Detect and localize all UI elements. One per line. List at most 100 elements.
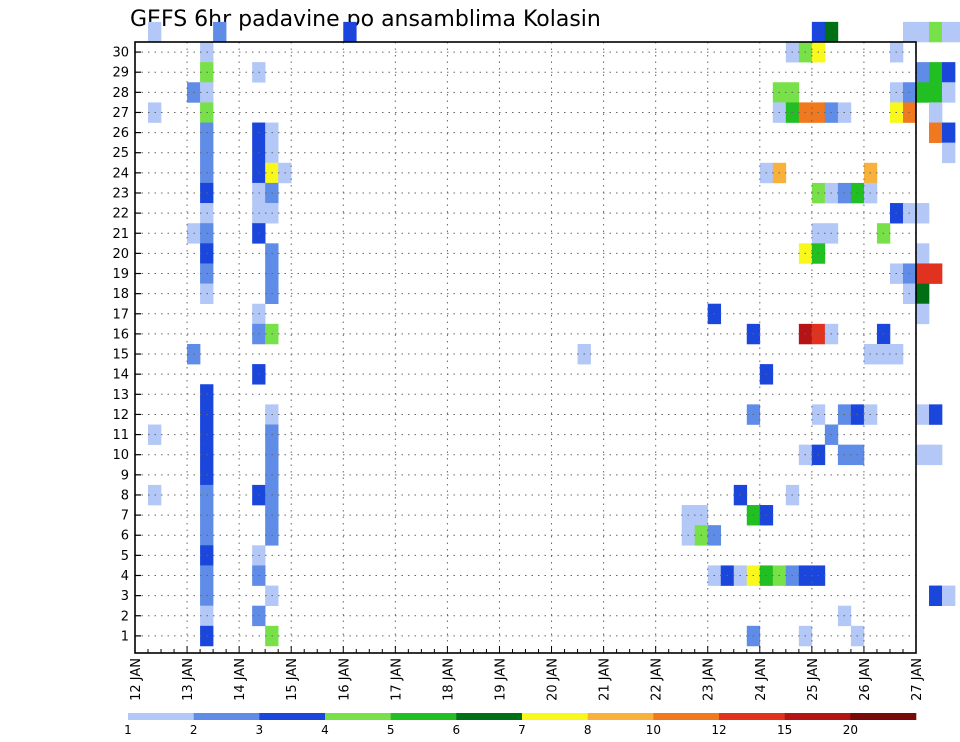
legend-swatch: [719, 713, 785, 720]
legend-label: 8: [584, 723, 592, 737]
y-tick-label: 22: [112, 207, 129, 222]
legend-label: 20: [843, 723, 858, 737]
legend-swatch: [653, 713, 720, 720]
x-tick-label: 15 JAN: [285, 658, 300, 701]
heatmap-cell: [942, 62, 956, 83]
y-tick-label: 25: [112, 146, 129, 161]
legend-label: 7: [518, 723, 526, 737]
heatmap-cell: [343, 21, 357, 43]
x-tick-label: 19 JAN: [493, 658, 508, 701]
heatmap-cell: [824, 21, 839, 43]
y-tick-label: 28: [112, 86, 129, 101]
heatmap-cell: [942, 21, 956, 43]
y-tick-label: 20: [112, 247, 129, 262]
legend-label: 12: [711, 723, 726, 737]
heatmap-cell: [929, 82, 943, 103]
x-tick-label: 16 JAN: [337, 658, 352, 701]
y-tick-label: 30: [112, 46, 129, 61]
x-tick-label: 18 JAN: [441, 658, 456, 701]
heatmap-cell: [916, 404, 930, 425]
y-tick-label: 29: [112, 66, 129, 81]
heatmap-cell: [902, 21, 917, 43]
heatmap-cell: [916, 283, 930, 305]
y-tick-label: 14: [112, 368, 129, 383]
x-tick-label: 21 JAN: [598, 658, 613, 701]
x-tick-label: 20 JAN: [546, 658, 561, 701]
heatmap-cell: [213, 21, 227, 43]
heatmap-cell: [942, 585, 956, 606]
legend-label: 3: [256, 723, 264, 737]
legend-swatch: [193, 713, 260, 720]
heatmap-cell: [942, 142, 956, 164]
heatmap-cell: [148, 21, 162, 43]
heatmap-cell: [916, 444, 930, 466]
y-tick-label: 15: [112, 348, 129, 363]
y-tick-label: 9: [121, 468, 129, 483]
x-tick-label: 12 JAN: [129, 658, 144, 701]
heatmap-cell: [929, 444, 943, 466]
y-tick-label: 1: [121, 629, 129, 644]
grid-lines: [135, 42, 916, 653]
legend-swatch: [456, 713, 523, 720]
x-tick-label: 23 JAN: [702, 658, 717, 701]
x-axis: 12 JAN 13 JAN 14 JAN 15 JAN 16 JAN 17 JAN 18 J…: [129, 646, 925, 701]
heatmap-cell: [929, 21, 943, 43]
heatmap-cell: [929, 263, 943, 284]
y-tick-label: 27: [112, 106, 129, 121]
x-tick-label: 24 JAN: [754, 658, 769, 701]
heatmap-cell: [942, 122, 956, 143]
y-tick-label: 2: [121, 609, 129, 624]
heatmap-cell: [929, 585, 943, 606]
y-tick-label: 5: [121, 549, 129, 564]
y-tick-label: 3: [121, 589, 129, 604]
color-legend: 1 2 3 4 5 6 7 8 10 12 15 20: [124, 713, 917, 737]
heatmap-cell: [942, 82, 956, 103]
legend-swatch: [850, 713, 917, 720]
y-tick-label: 21: [112, 227, 129, 242]
chart-title: GEFS 6hr padavine po ansamblima Kolasin: [130, 7, 601, 32]
heatmap-cell: [916, 303, 930, 325]
y-tick-label: 18: [112, 287, 129, 302]
y-tick-label: 16: [112, 327, 129, 342]
y-tick-label: 8: [121, 488, 129, 503]
x-tick-label: 22 JAN: [650, 658, 665, 701]
y-axis: 1234567891011121314151617181920212223242…: [112, 46, 141, 644]
legend-swatch: [587, 713, 654, 720]
x-tick-label: 13 JAN: [181, 658, 196, 701]
heatmap-cell: [916, 21, 930, 43]
heatmap-cell: [955, 21, 960, 43]
heatmap-cell: [916, 243, 930, 264]
legend-label: 6: [453, 723, 461, 737]
heatmap-cell: [929, 404, 943, 425]
x-tick-label: 14 JAN: [233, 658, 248, 701]
x-tick-label: 27 JAN: [910, 658, 925, 701]
heatmap-cell: [929, 122, 943, 143]
y-tick-label: 6: [121, 529, 129, 544]
y-tick-label: 12: [112, 408, 129, 423]
y-tick-label: 13: [112, 388, 129, 403]
y-tick-label: 24: [112, 166, 129, 181]
heatmap-cell: [929, 62, 943, 83]
heatmap-cell: [811, 21, 826, 43]
y-tick-label: 23: [112, 186, 129, 201]
heatmap-cell: [916, 62, 930, 83]
heatmap-cells: [148, 21, 960, 647]
heatmap-cell: [916, 203, 930, 224]
legend-swatch: [390, 713, 457, 720]
y-tick-label: 26: [112, 126, 129, 141]
legend-label: 10: [646, 723, 661, 737]
y-tick-label: 17: [112, 307, 129, 322]
heatmap-cell: [916, 263, 930, 284]
legend-swatch: [522, 713, 588, 720]
heatmap-cell: [916, 82, 930, 103]
x-tick-label: 25 JAN: [806, 658, 821, 701]
y-tick-label: 7: [121, 509, 129, 524]
x-tick-label: 26 JAN: [858, 658, 873, 701]
legend-swatch: [325, 713, 391, 720]
legend-label: 15: [777, 723, 792, 737]
legend-label: 4: [321, 723, 329, 737]
legend-swatch: [784, 713, 851, 720]
x-tick-label: 17 JAN: [389, 658, 404, 701]
y-tick-label: 10: [112, 448, 129, 463]
